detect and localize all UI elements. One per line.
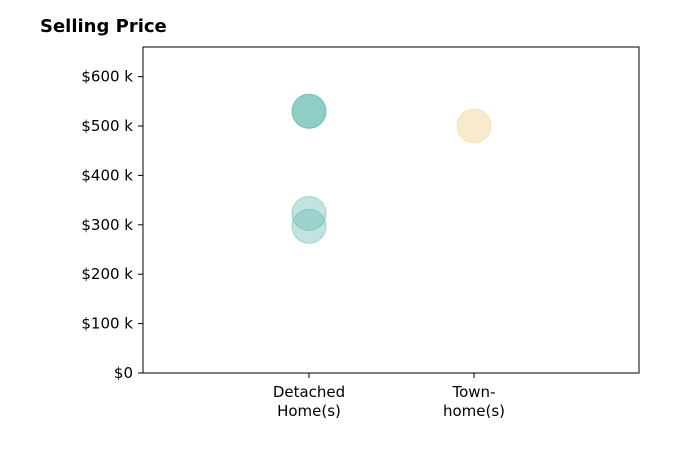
- y-tick-label: $500 k: [81, 117, 133, 135]
- plot-frame: [142, 46, 640, 374]
- y-tick-label: $300 k: [81, 216, 133, 234]
- y-tick-label: $100 k: [81, 315, 133, 333]
- x-tick-label: Detached Home(s): [273, 383, 345, 420]
- data-point: [291, 208, 327, 244]
- data-point: [456, 108, 492, 144]
- chart-title: Selling Price: [40, 16, 167, 37]
- data-points: [291, 93, 492, 244]
- y-axis: $0 $100 k $200 k $300 k $400 k $500 k $600 k: [81, 68, 143, 382]
- x-axis: Detached Home(s) Town-home(s): [273, 373, 505, 420]
- data-point: [291, 93, 327, 129]
- data-point: [291, 195, 327, 231]
- y-tick-label: $600 k: [81, 68, 133, 86]
- x-tick-label: Town-home(s): [443, 383, 505, 420]
- y-tick-label: $200 k: [81, 265, 133, 283]
- y-tick-label: $0: [114, 364, 133, 382]
- y-tick-label: $400 k: [81, 166, 133, 184]
